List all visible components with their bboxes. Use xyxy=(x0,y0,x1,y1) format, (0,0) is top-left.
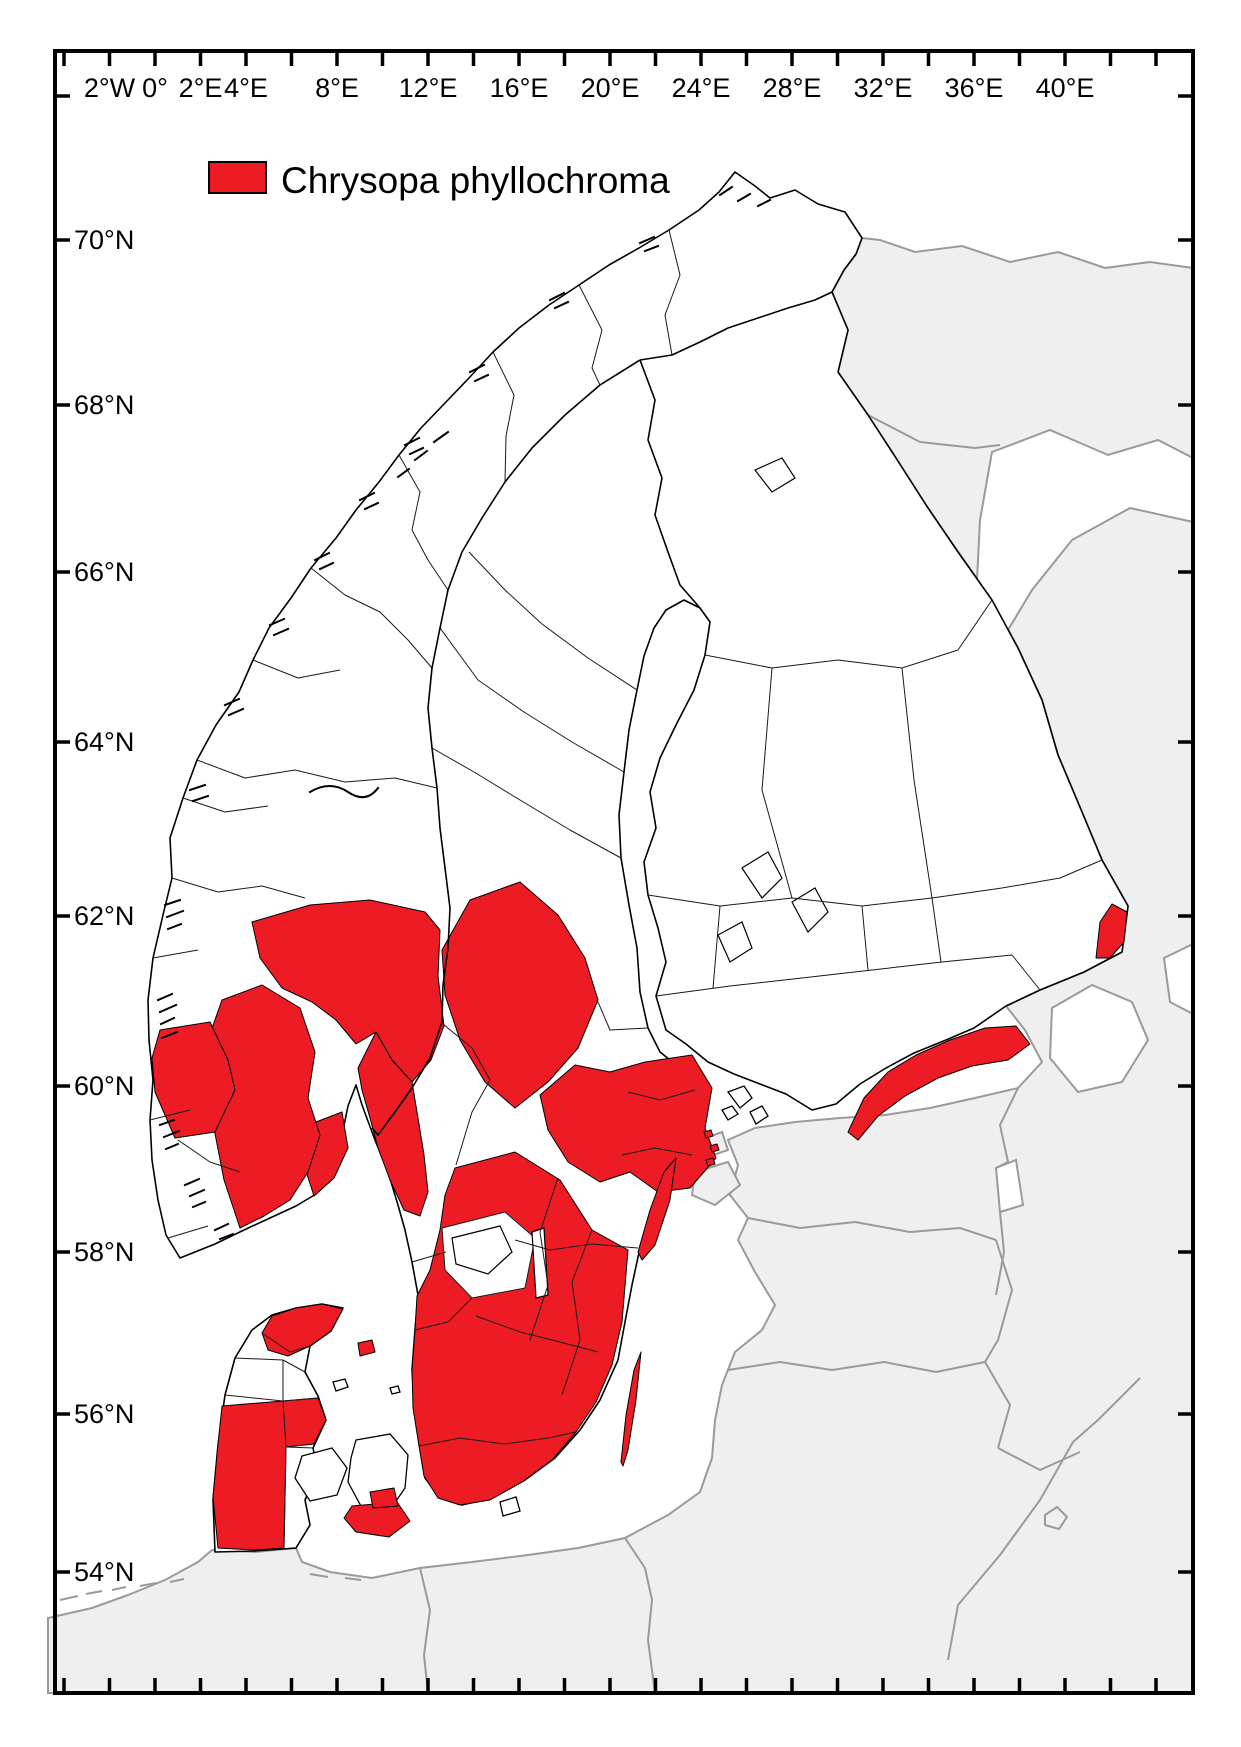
axis-bottom xyxy=(62,1678,1158,1693)
axis-tick-label: 0° xyxy=(142,73,168,103)
stockholm-archipelago-specks xyxy=(703,1129,720,1167)
lake-vanern xyxy=(451,1225,513,1275)
axis-tick-label: 62°N xyxy=(74,901,134,931)
frame-rect xyxy=(53,49,1195,1695)
axis-tick-label: 36°E xyxy=(945,73,1004,103)
axis-tick-label: 68°N xyxy=(74,390,134,420)
axis-tick-label: 60°N xyxy=(74,1071,134,1101)
occurrence-region-norway-south-central xyxy=(204,984,321,1229)
occurrence-region-sweden-dalarna xyxy=(441,881,599,1109)
occurrence-region-denmark-laeso xyxy=(357,1339,376,1357)
aland-islands xyxy=(721,1085,769,1125)
norway-finland-border xyxy=(639,291,833,361)
occurrence-region-norway-west-coast xyxy=(151,1021,236,1139)
axis-tick-label: 28°E xyxy=(763,73,822,103)
lake-ladoga xyxy=(1048,983,1150,1094)
legend-label: Chrysopa phyllochroma xyxy=(281,160,670,201)
axis-tick-label: 2°E xyxy=(179,73,223,103)
axis-tick-label: 58°N xyxy=(74,1237,134,1267)
axis-tick-label: 16°E xyxy=(490,73,549,103)
axis-top: 2°W 0° 2°E 4°E 8°E 12°E 16°E 20°E 24°E 28°E 32°E 36… xyxy=(62,51,1158,103)
funen-island xyxy=(294,1447,348,1502)
axis-tick-label: 56°N xyxy=(74,1399,134,1429)
axis-tick-label: 12°E xyxy=(399,73,458,103)
coast-details xyxy=(156,185,772,1241)
axis-tick-label: 54°N xyxy=(74,1557,134,1587)
axis-right xyxy=(1178,94,1193,1574)
lake-peipus xyxy=(994,1158,1025,1214)
axis-tick-label: 20°E xyxy=(581,73,640,103)
axis-tick-label: 4°E xyxy=(224,73,268,103)
occurrence-region-finland-east-border xyxy=(1095,903,1128,959)
axis-tick-label: 2°W xyxy=(84,73,136,103)
occurrence-region-denmark-south-zealand xyxy=(369,1487,399,1509)
axis-tick-label: 8°E xyxy=(315,73,359,103)
occurrence-region-finland-uusimaa xyxy=(847,1025,1031,1141)
axis-tick-label: 70°N xyxy=(74,225,134,255)
province-borders xyxy=(149,229,1103,1549)
legend-swatch xyxy=(208,161,267,194)
saaremaa-island xyxy=(690,1160,742,1207)
occurrence-region-gotland xyxy=(637,1157,677,1261)
norway-sweden-border xyxy=(371,359,641,1136)
occurrence-region-denmark-north-jutland xyxy=(261,1303,344,1357)
map-frame: 2°W 0° 2°E 4°E 8°E 12°E 16°E 20°E 24°E 28°E 32°E 36… xyxy=(53,49,1195,1695)
axis-tick-label: 40°E xyxy=(1036,73,1095,103)
axis-tick-label: 24°E xyxy=(672,73,731,103)
lakes xyxy=(451,457,829,1299)
axis-tick-label: 66°N xyxy=(74,557,134,587)
axis-tick-label: 64°N xyxy=(74,727,134,757)
occurrence-region-oland xyxy=(620,1351,642,1467)
occurrence-region-norway-oslo-ostfold xyxy=(357,1031,429,1217)
kattegat-islets xyxy=(332,1378,401,1395)
country-borders xyxy=(371,291,833,1136)
finnish-lakes xyxy=(717,457,829,963)
bornholm-island xyxy=(499,1496,521,1517)
sweden-finland-border xyxy=(639,359,701,609)
occurrence-region-sweden-svealand-uppsala-stockholm xyxy=(539,1054,717,1193)
axis-tick-label: 32°E xyxy=(854,73,913,103)
legend: Chrysopa phyllochroma xyxy=(208,160,670,201)
neighbor-country-borders xyxy=(59,414,1141,1694)
axis-left: 70°N 68°N 66°N 64°N 62°N 60°N 58°N 56°N 54°N xyxy=(55,94,134,1587)
